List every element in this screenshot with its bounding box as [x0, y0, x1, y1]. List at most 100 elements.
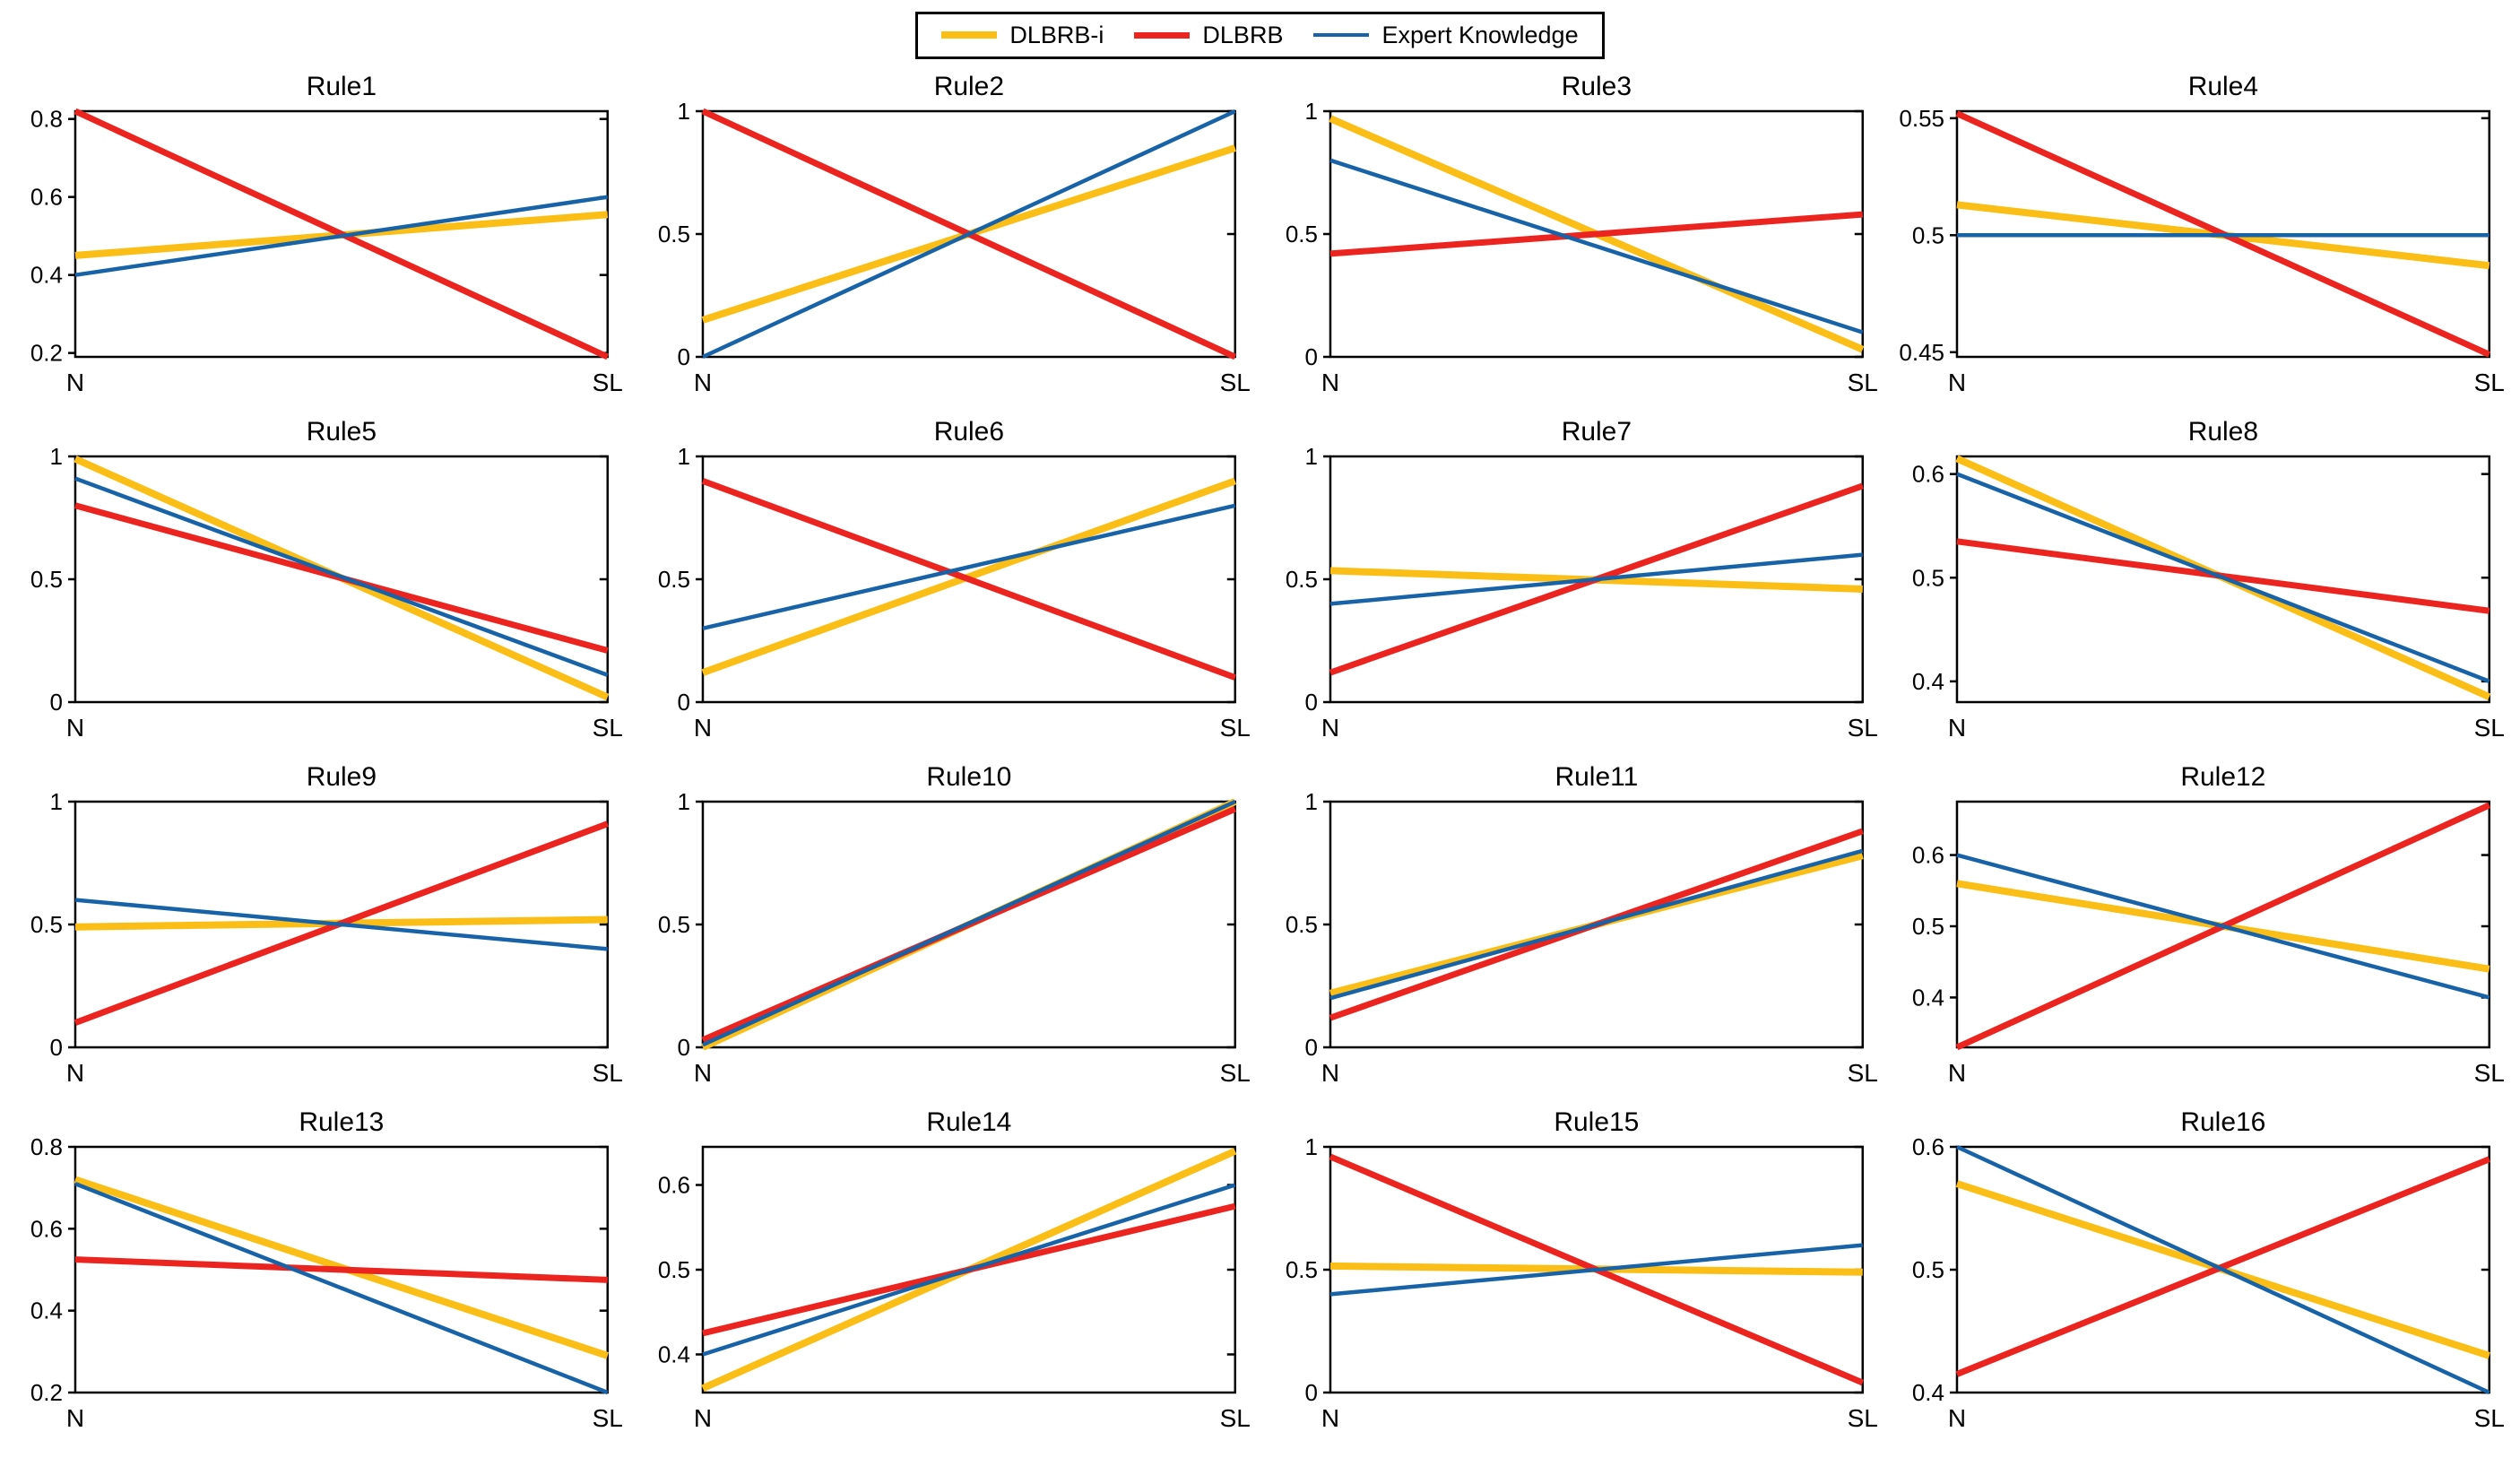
x-tick-label: SL	[2474, 369, 2505, 396]
y-tick-label: 1	[1304, 443, 1317, 470]
series-line-dlbrb	[1955, 1156, 2491, 1377]
x-tick-label: N	[1948, 714, 1966, 742]
y-tick-label: 0.6	[1912, 842, 1944, 869]
legend-item-dlbrb: DLBRB	[1134, 22, 1283, 49]
y-tick-label: 0.5	[1285, 1256, 1317, 1283]
y-tick-label: 0.2	[30, 340, 63, 367]
chart-cell-rule12: Rule12 0.4 0.5 0.6 N SL	[1887, 760, 2515, 1106]
chart-cell-rule8: Rule8 0.4 0.5 0.6 N SL	[1887, 415, 2515, 760]
y-tick-label: 0	[677, 689, 689, 716]
series-line-expert-knowledge	[74, 476, 609, 677]
y-tick-label: 0	[1304, 1379, 1317, 1406]
x-tick-label: SL	[1219, 714, 1250, 742]
series-line-expert-knowledge	[1329, 848, 1863, 1001]
chart-cell-rule11: Rule11 0 0.5 1 N SL	[1260, 760, 1888, 1106]
chart-rule3: Rule3 0 0.5 1 N SL	[1285, 72, 1877, 396]
y-tick-label: 0.4	[1912, 984, 1944, 1011]
y-tick-label: 0.4	[30, 262, 63, 289]
y-tick-label: 0.5	[1285, 566, 1317, 593]
y-tick-label: 0.5	[658, 911, 690, 938]
chart-cell-rule14: Rule14 0.4 0.5 0.6 N SL	[633, 1106, 1260, 1451]
chart-cell-rule7: Rule7 0 0.5 1 N SL	[1260, 415, 1888, 760]
chart-title: Rule16	[2181, 1107, 2266, 1137]
chart-rule16: Rule16 0.4 0.5 0.6 N SL	[1912, 1107, 2505, 1432]
x-tick-label: N	[694, 1059, 712, 1087]
y-tick-label: 1	[677, 443, 689, 470]
chart-title: Rule11	[1554, 762, 1638, 792]
y-tick-label: 0.5	[30, 911, 63, 938]
y-tick-label: 0.6	[30, 1215, 63, 1242]
series-line-dlbrb	[1329, 211, 1863, 257]
legend-label-dlbrb: DLBRB	[1202, 21, 1284, 48]
y-tick-label: 0.5	[1912, 564, 1944, 591]
chart-rule12: Rule12 0.4 0.5 0.6 N SL	[1912, 762, 2505, 1087]
y-tick-label: 0.2	[30, 1379, 63, 1406]
chart-title: Rule13	[299, 1107, 384, 1137]
x-tick-label: N	[66, 1404, 84, 1432]
y-tick-label: 0.6	[658, 1172, 690, 1199]
y-tick-label: 0.5	[30, 566, 63, 593]
chart-cell-rule13: Rule13 0.2 0.4 0.6 0.8 N SL	[5, 1106, 633, 1451]
chart-cell-rule10: Rule10 0 0.5 1 N SL	[633, 760, 1260, 1106]
x-tick-label: N	[1948, 369, 1966, 396]
chart-title: Rule5	[307, 417, 377, 447]
chart-title: Rule2	[933, 72, 1003, 101]
y-tick-label: 0.4	[1912, 668, 1944, 695]
y-tick-label: 1	[1304, 1133, 1317, 1160]
legend-line-swatch-dlbrb-i	[941, 31, 998, 39]
y-tick-label: 0.6	[30, 184, 63, 211]
chart-rule7: Rule7 0 0.5 1 N SL	[1285, 417, 1877, 742]
x-tick-label: N	[1948, 1404, 1966, 1432]
series-line-expert-knowledge	[1329, 1243, 1863, 1297]
chart-rule6: Rule6 0 0.5 1 N SL	[658, 417, 1251, 742]
chart-cell-rule6: Rule6 0 0.5 1 N SL	[633, 415, 1260, 760]
series-line-expert-knowledge	[1956, 1144, 2490, 1395]
y-tick-label: 1	[1304, 788, 1317, 815]
chart-rule1: Rule1 0.2 0.4 0.6 0.8 N SL	[30, 72, 623, 396]
x-tick-label: SL	[593, 714, 623, 742]
y-tick-label: 0.8	[30, 1133, 63, 1160]
y-tick-label: 0.5	[658, 221, 690, 247]
x-tick-label: N	[694, 369, 712, 396]
chart-title: Rule7	[1561, 417, 1631, 447]
chart-title: Rule4	[2188, 72, 2258, 101]
legend: DLBRB-i DLBRB Expert Knowledge	[915, 11, 1605, 59]
legend-line-swatch-expert-knowledge	[1313, 32, 1370, 38]
x-tick-label: SL	[2474, 714, 2505, 742]
x-tick-label: SL	[593, 1404, 623, 1432]
chart-rule14: Rule14 0.4 0.5 0.6 N SL	[658, 1107, 1251, 1432]
x-tick-label: N	[1948, 1059, 1966, 1087]
series-line-expert-knowledge	[1329, 158, 1863, 334]
charts-grid: Rule1 0.2 0.4 0.6 0.8 N SL Rule2 0 0.5 1 N SL Rule3 0 0…	[0, 70, 2520, 1454]
x-tick-label: N	[66, 1059, 84, 1087]
y-tick-label: 0.6	[1912, 461, 1944, 488]
chart-rule13: Rule13 0.2 0.4 0.6 0.8 N SL	[30, 1107, 623, 1432]
x-tick-label: SL	[2474, 1404, 2505, 1432]
x-tick-label: N	[66, 714, 84, 742]
chart-rule9: Rule9 0 0.5 1 N SL	[30, 762, 623, 1087]
series-line-expert-knowledge	[1956, 853, 2490, 1000]
x-tick-label: SL	[1219, 1059, 1250, 1087]
chart-title: Rule1	[307, 72, 377, 101]
legend-label-expert-knowledge: Expert Knowledge	[1381, 21, 1579, 48]
y-tick-label: 0	[1304, 1034, 1317, 1061]
y-tick-label: 0.45	[1900, 339, 1945, 366]
y-tick-label: 0.5	[1912, 221, 1944, 248]
legend-item-expert-knowledge: Expert Knowledge	[1313, 21, 1579, 49]
series-line-expert-knowledge	[702, 503, 1236, 630]
chart-cell-rule3: Rule3 0 0.5 1 N SL	[1260, 70, 1888, 415]
x-tick-label: SL	[1847, 369, 1877, 396]
y-tick-label: 0.5	[658, 566, 690, 593]
x-tick-label: N	[1321, 369, 1338, 396]
series-line-dlbrb	[74, 1256, 608, 1283]
x-tick-label: SL	[2474, 1059, 2505, 1087]
chart-cell-rule2: Rule2 0 0.5 1 N SL	[633, 70, 1260, 415]
x-tick-label: N	[694, 1404, 712, 1432]
chart-title: Rule15	[1554, 1107, 1639, 1137]
y-tick-label: 0.4	[658, 1341, 690, 1367]
x-tick-label: SL	[593, 369, 623, 396]
chart-title: Rule8	[2188, 417, 2258, 447]
series-line-expert-knowledge	[74, 1182, 609, 1395]
x-tick-label: SL	[593, 1059, 623, 1087]
chart-cell-rule15: Rule15 0 0.5 1 N SL	[1260, 1106, 1888, 1451]
